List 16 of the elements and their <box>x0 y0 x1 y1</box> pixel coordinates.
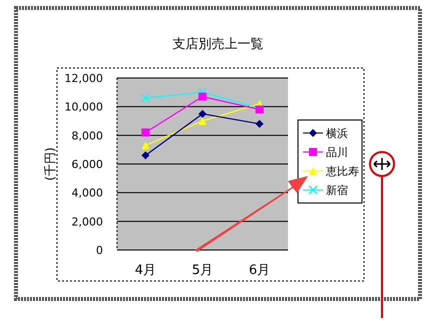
legend-label: 新宿 <box>326 184 348 197</box>
legend-label: 横浜 <box>326 127 348 140</box>
x-tick-label: 4月 <box>134 263 156 278</box>
y-tick-label: 6,000 <box>72 158 103 171</box>
y-axis-title: (千円) <box>43 147 57 181</box>
y-tick-label: 8,000 <box>72 129 103 142</box>
legend-label: 品川 <box>326 146 348 159</box>
legend-label: 恵比寿 <box>325 165 359 178</box>
x-tick-label: 5月 <box>192 263 214 278</box>
y-tick-label: 2,000 <box>72 215 103 228</box>
y-tick-label: 10,000 <box>64 100 103 114</box>
y-tick-label: 4,000 <box>72 186 103 200</box>
chart-title: 支店別売上一覧 <box>172 36 264 52</box>
y-tick-label: 0 <box>96 244 103 257</box>
x-tick-label: 6月 <box>248 263 270 278</box>
y-tick-label: 12,000 <box>64 72 103 85</box>
